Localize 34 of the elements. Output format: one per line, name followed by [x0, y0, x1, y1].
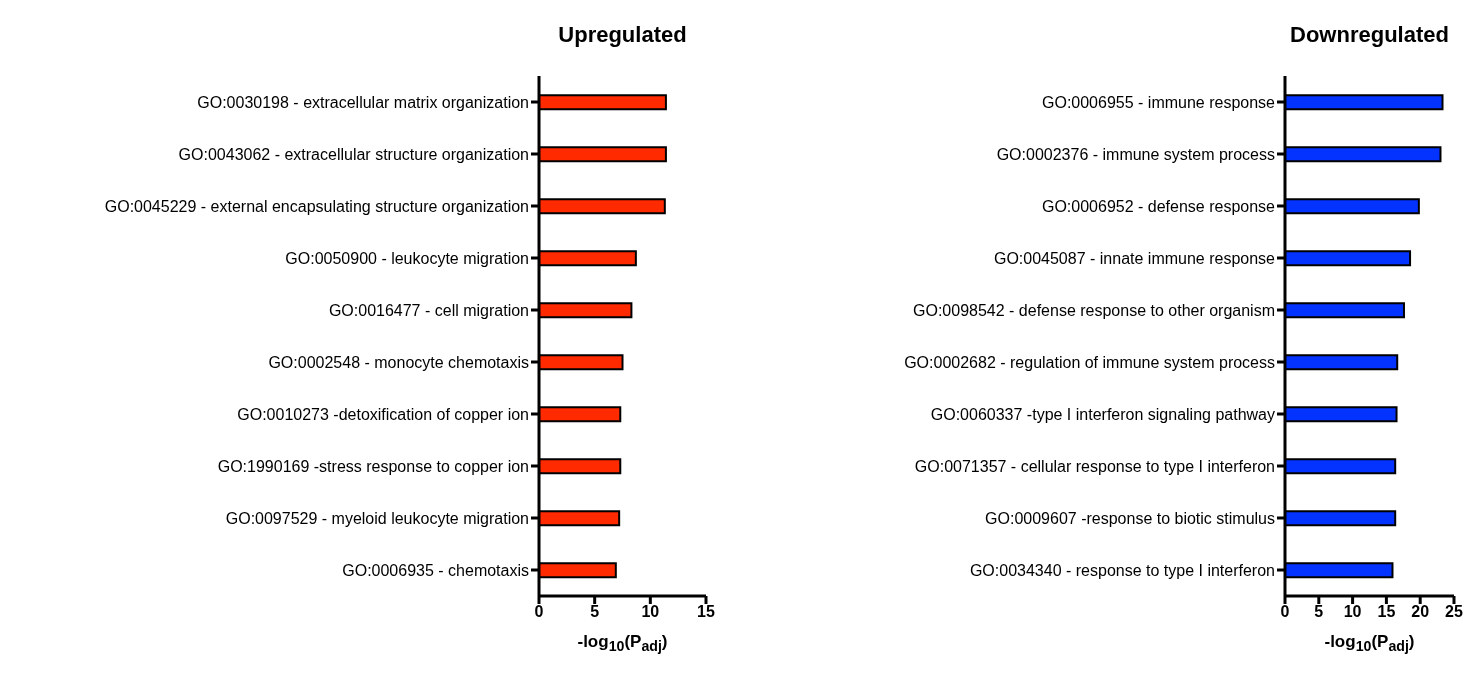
- y-tick-label: GO:0034340 - response to type I interferon: [969, 561, 1275, 579]
- y-tick-label: GO:0002682 - regulation of immune system process: [904, 353, 1275, 371]
- y-tick-label: GO:0009607 -response to biotic stimulus: [985, 509, 1275, 527]
- y-tick-label: GO:0060337 -type I interferon signaling pathway: [930, 405, 1275, 423]
- y-tick-label: GO:0006935 - chemotaxis: [342, 561, 529, 579]
- y-tick-label: GO:0098542 - defense response to other organism: [913, 301, 1275, 319]
- y-tick-label: GO:0006955 - immune response: [1041, 93, 1276, 111]
- x-tick-label: 10: [1343, 603, 1362, 621]
- x-tick-label: 15: [697, 603, 715, 621]
- x-axis-title: -log$_{10}$(P$_{adj}$): [576, 632, 669, 655]
- y-tick-label: GO:0002376 - immune system process: [996, 145, 1275, 163]
- y-tick-label: GO:0050900 - leukocyte migration: [285, 249, 529, 267]
- y-tick-label: GO:0010273 -detoxification of copper ion: [237, 405, 529, 423]
- y-tick-label: GO:0030198 - extracellular matrix organization: [197, 93, 529, 111]
- x-tick-label: 0: [1280, 603, 1290, 621]
- y-tick-label: GO:0043062 - extracellular structure organization: [178, 145, 529, 163]
- x-tick-label: 0: [534, 603, 544, 621]
- y-tick-label: GO:0016477 - cell migration: [328, 301, 529, 319]
- y-tick-label: GO:0045087 - innate immune response: [993, 249, 1276, 267]
- y-tick-label: GO:0006952 - defense response: [1041, 197, 1276, 215]
- y-tick-label: GO:0097529 - myeloid leukocyte migration: [225, 509, 529, 527]
- y-tick-label: GO:0002548 - monocyte chemotaxis: [268, 353, 529, 371]
- x-axis-title: -log$_{10}$(P$_{adj}$): [1323, 632, 1416, 655]
- x-tick-label: 25: [1445, 603, 1463, 621]
- x-tick-label: 5: [1314, 603, 1324, 621]
- y-tick-label: GO:0071357 - cellular response to type I interferon: [914, 457, 1275, 475]
- x-tick-label: 20: [1411, 603, 1430, 621]
- chart-title: Upregulated: [557, 22, 688, 48]
- x-tick-label: 10: [641, 603, 660, 621]
- y-tick-label: GO:0045229 - external encapsulating structure organization: [104, 197, 529, 215]
- x-tick-label: 15: [1377, 603, 1396, 621]
- y-tick-label: GO:1990169 -stress response to copper ion: [217, 457, 529, 475]
- chart-title: Downregulated: [1289, 22, 1450, 48]
- x-tick-label: 5: [590, 603, 600, 621]
